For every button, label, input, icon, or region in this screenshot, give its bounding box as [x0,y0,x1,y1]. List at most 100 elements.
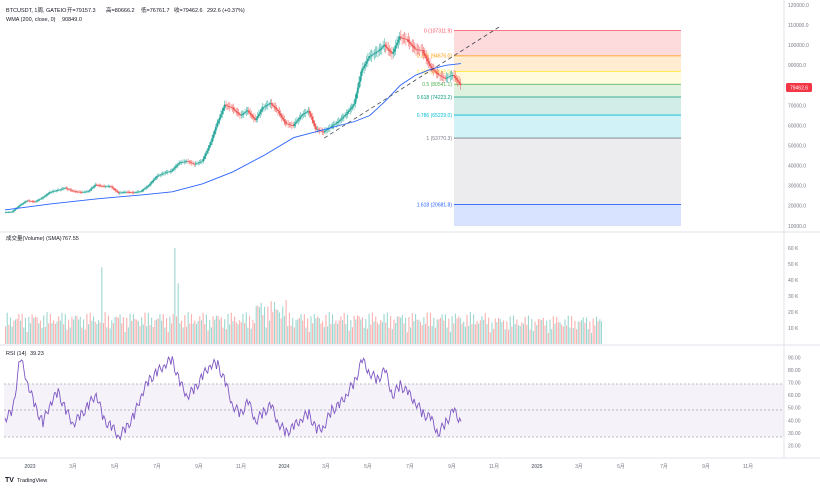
candle-body [104,186,107,188]
candle-body [18,205,21,207]
candle-body [345,113,348,115]
volume-bar [217,315,219,344]
volume-bar [255,305,257,344]
candle-body [21,203,23,205]
candle-body [406,39,409,40]
volume-bar [376,322,378,344]
tradingview-logo[interactable]: TV TradingView [5,477,47,484]
wma-legend-label[interactable]: WMA (200, close, 0) [6,17,56,23]
candle-body [255,118,258,120]
candle-body [378,49,381,52]
rsi-band [4,384,784,437]
candle-body [13,209,16,211]
volume-bar [378,324,380,344]
candle-body [268,103,270,105]
volume-bar [386,312,388,344]
volume-bar [254,323,256,344]
volume-bar [151,317,153,344]
candle-body [342,116,345,118]
volume-bar [263,306,266,344]
volume-bar [46,312,48,344]
candle-body [311,116,314,120]
volume-bar [265,327,267,344]
price-tick-label: 100000.0 [788,43,809,49]
rsi-legend-label[interactable]: RSI (14) [6,351,27,357]
candle-body [367,58,369,62]
price-tick-label: 20000.0 [788,204,806,210]
candle-body [79,191,82,193]
volume-bar [453,323,455,344]
volume-bar [363,327,365,344]
candle-body [185,161,188,162]
volume-bar [71,316,73,344]
volume-bar [192,323,194,344]
fib-zone [454,71,681,85]
volume-bar [516,319,518,344]
candle-body [102,186,105,187]
price-candles [4,30,462,214]
candle-body [302,113,305,115]
volume-bar [23,327,25,344]
volume-bar [86,313,88,344]
volume-bar [459,318,461,344]
volume-bar [107,315,110,344]
candle-body [398,36,401,40]
candle-body [169,171,172,172]
volume-bar [527,315,529,344]
price-axis[interactable]: 120000.0110000.0100000.090000.080000.070… [788,3,809,230]
volume-bar [532,331,534,344]
price-tick-label: 110000.0 [788,23,809,29]
volume-bar [554,323,556,344]
candle-body [273,105,276,108]
volume-bar [335,320,337,344]
volume-bar [426,312,428,344]
rsi-tick-label: 50.00 [788,406,801,412]
volume-tick-label: 10 K [788,326,799,332]
rsi-tick-label: 20.00 [788,444,801,450]
volume-bar [561,324,563,344]
candle-body [151,180,154,183]
candle-body [132,192,135,194]
candle-body [240,114,243,116]
volume-tick-label: 30 K [788,294,799,300]
candle-body [122,192,125,193]
candle-body [174,166,177,169]
candle-body [44,195,46,197]
time-axis[interactable]: 2023 3月 5月 7月 9月 11月 2024 3月 5月 7月 9月 11月 2025 3月 5月 7月… [24,464,753,470]
volume-bar [59,320,61,344]
volume-legend-label[interactable]: 成交量(Volume) (SMA) [6,234,62,242]
volume-bar [434,327,437,344]
price-tick-label: 40000.0 [788,164,806,170]
candle-body [336,122,339,124]
volume-bar [444,314,446,344]
candle-body [377,51,379,52]
candle-body [241,114,244,115]
candle-body [413,47,416,49]
volume-bar [132,314,134,344]
volume-bar [438,319,440,344]
candle-body [179,162,182,163]
candle-body [213,130,216,135]
volume-bar [38,323,40,344]
candle-body [425,55,428,59]
volume-bar [411,313,413,344]
volume-bar [209,319,211,344]
candle-body [439,75,441,76]
candle-body [74,191,77,193]
volume-bar [92,316,95,344]
volume-bar [504,329,506,344]
symbol-title[interactable]: BTCUSDT, 1周, GATEIO [6,7,67,14]
volume-bar [260,302,262,344]
volume-bar [589,321,591,344]
volume-bar [557,322,559,344]
candle-body [375,51,378,53]
fibonacci-retracement[interactable]: 0 (107311.9) 0.236 (94676.0) 0.382 (86859.… [417,28,681,226]
candle-body [401,37,403,39]
candle-body [177,164,179,166]
volume-bar [112,323,114,344]
volume-bar [431,325,433,344]
time-tick-label: 7月 [660,464,668,470]
candle-body [348,110,350,113]
